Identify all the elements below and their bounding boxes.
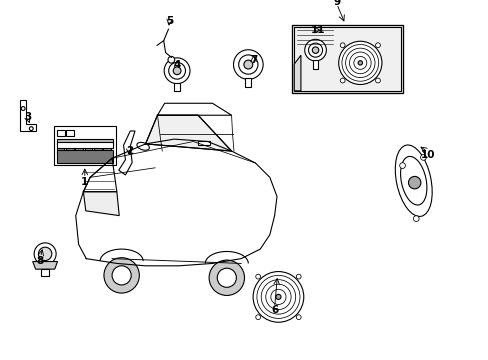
Bar (57, 130, 64, 136)
Text: 10: 10 (420, 150, 434, 161)
Circle shape (375, 78, 380, 83)
Text: 6: 6 (270, 305, 278, 315)
Polygon shape (294, 55, 300, 91)
Circle shape (375, 43, 380, 48)
Bar (57, 150, 113, 163)
Circle shape (168, 57, 174, 63)
Bar (57, 141, 113, 148)
Circle shape (168, 62, 185, 79)
Circle shape (253, 271, 303, 322)
Text: 2: 2 (125, 145, 133, 156)
Circle shape (399, 163, 405, 168)
Text: 11: 11 (310, 25, 324, 35)
Circle shape (308, 43, 322, 57)
Bar (57, 148, 64, 154)
Ellipse shape (137, 142, 149, 150)
Bar (84, 148, 92, 154)
Circle shape (255, 315, 260, 320)
Polygon shape (145, 115, 231, 151)
Bar (66, 130, 74, 136)
Circle shape (412, 216, 418, 221)
Bar (41, 269, 49, 276)
Circle shape (21, 107, 25, 111)
Circle shape (338, 41, 381, 85)
Circle shape (296, 274, 301, 279)
Circle shape (209, 260, 244, 296)
Polygon shape (83, 192, 119, 216)
Text: 4: 4 (173, 59, 181, 69)
Bar (57, 139, 113, 145)
Circle shape (420, 154, 426, 160)
Circle shape (407, 176, 420, 189)
Bar (54, 126, 116, 166)
Text: 5: 5 (165, 15, 173, 26)
Circle shape (255, 274, 260, 279)
Bar (103, 148, 111, 154)
Circle shape (340, 43, 345, 48)
Ellipse shape (394, 145, 431, 216)
Bar (66, 148, 73, 154)
Bar (291, 25, 403, 93)
Circle shape (304, 39, 325, 61)
Bar (198, 141, 209, 145)
Bar (94, 148, 102, 154)
Circle shape (340, 78, 345, 83)
Bar (312, 60, 318, 69)
Bar (75, 148, 83, 154)
Circle shape (164, 58, 190, 84)
Circle shape (233, 50, 263, 79)
Circle shape (244, 60, 252, 69)
Text: 1: 1 (81, 177, 88, 187)
Circle shape (312, 47, 318, 53)
Circle shape (29, 127, 33, 131)
Circle shape (275, 294, 281, 300)
Bar (245, 78, 251, 87)
Circle shape (296, 315, 301, 320)
Ellipse shape (400, 156, 426, 205)
Bar (174, 83, 180, 91)
Circle shape (112, 266, 131, 285)
Circle shape (238, 55, 258, 74)
Circle shape (357, 61, 362, 65)
Circle shape (39, 247, 52, 261)
Text: 3: 3 (24, 112, 32, 122)
Bar (294, 27, 400, 91)
Polygon shape (119, 131, 135, 175)
Polygon shape (33, 261, 58, 269)
Circle shape (104, 258, 139, 293)
Circle shape (217, 268, 236, 287)
Text: 9: 9 (332, 0, 340, 8)
Polygon shape (20, 100, 36, 131)
Text: 8: 8 (37, 256, 44, 266)
Circle shape (34, 243, 56, 265)
Text: 7: 7 (249, 55, 257, 65)
Circle shape (173, 67, 181, 75)
